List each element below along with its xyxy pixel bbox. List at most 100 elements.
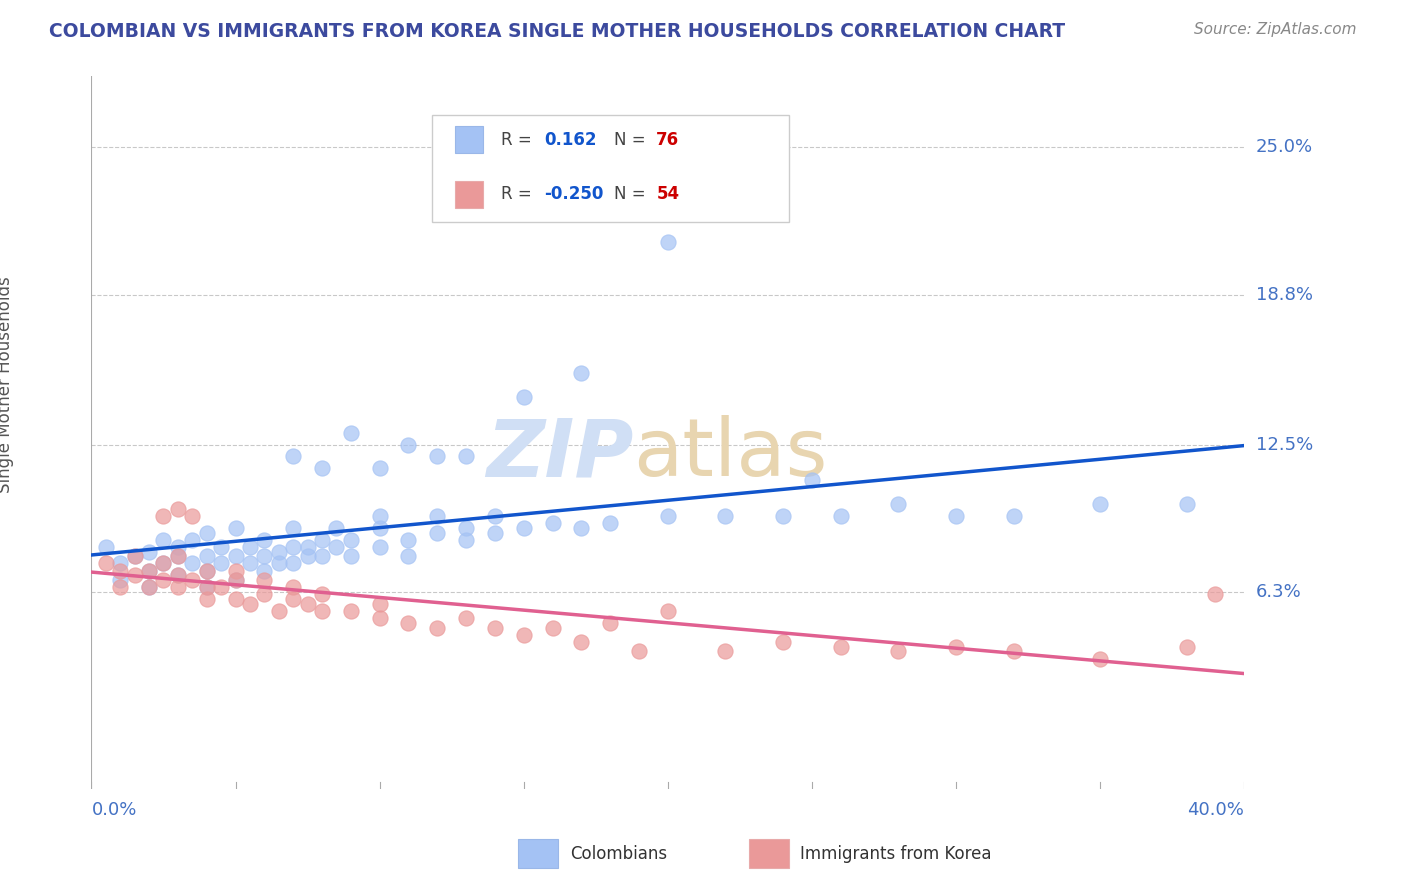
Point xyxy=(368,521,391,535)
Point xyxy=(281,540,305,554)
Point xyxy=(181,508,204,523)
Point xyxy=(253,533,276,547)
Point xyxy=(94,557,117,571)
FancyBboxPatch shape xyxy=(517,839,558,868)
Text: N =: N = xyxy=(613,130,651,148)
Point xyxy=(945,640,967,654)
Point xyxy=(571,635,593,649)
Point xyxy=(368,540,391,554)
Point xyxy=(209,540,232,554)
Point xyxy=(454,521,477,535)
Point xyxy=(110,580,132,594)
Point xyxy=(94,540,117,554)
Point xyxy=(195,564,218,578)
Point xyxy=(1175,640,1198,654)
Text: 54: 54 xyxy=(657,186,679,203)
Point xyxy=(1175,497,1198,511)
Point xyxy=(368,611,391,625)
Point xyxy=(887,644,910,658)
Text: R =: R = xyxy=(501,186,537,203)
Point xyxy=(225,549,247,564)
Point xyxy=(368,508,391,523)
Point xyxy=(281,557,305,571)
Point xyxy=(1002,508,1025,523)
Text: -0.250: -0.250 xyxy=(544,186,603,203)
FancyBboxPatch shape xyxy=(432,115,789,222)
Point xyxy=(426,508,449,523)
Text: Source: ZipAtlas.com: Source: ZipAtlas.com xyxy=(1194,22,1357,37)
Text: 0.0%: 0.0% xyxy=(91,801,136,820)
Point xyxy=(152,533,174,547)
Point xyxy=(138,564,160,578)
Point xyxy=(152,508,174,523)
Text: Colombians: Colombians xyxy=(569,845,666,863)
Point xyxy=(297,540,319,554)
Point xyxy=(281,521,305,535)
Text: 18.8%: 18.8% xyxy=(1256,285,1313,303)
Point xyxy=(297,597,319,611)
Point xyxy=(124,549,146,564)
Point xyxy=(340,604,363,618)
Point xyxy=(627,644,650,658)
Point xyxy=(138,580,160,594)
Point xyxy=(195,525,218,540)
Text: 40.0%: 40.0% xyxy=(1188,801,1244,820)
Text: 0.162: 0.162 xyxy=(544,130,598,148)
Point xyxy=(657,604,679,618)
Point xyxy=(340,549,363,564)
Point xyxy=(267,604,290,618)
Point xyxy=(657,508,679,523)
Text: Single Mother Households: Single Mother Households xyxy=(0,277,14,493)
Point xyxy=(830,508,852,523)
Point xyxy=(571,521,593,535)
Point xyxy=(541,621,564,635)
Point xyxy=(1088,497,1111,511)
Point xyxy=(426,525,449,540)
Point xyxy=(225,573,247,587)
Point xyxy=(1088,651,1111,665)
Point xyxy=(281,450,305,464)
Point xyxy=(772,635,794,649)
Point xyxy=(225,573,247,587)
Point xyxy=(772,508,794,523)
Point xyxy=(225,592,247,607)
Text: ZIP: ZIP xyxy=(486,415,633,493)
Point xyxy=(281,592,305,607)
Text: 76: 76 xyxy=(657,130,679,148)
Point xyxy=(311,549,333,564)
Point xyxy=(368,597,391,611)
Point xyxy=(396,549,419,564)
Point xyxy=(1204,587,1226,601)
Point xyxy=(657,235,679,250)
Text: 12.5%: 12.5% xyxy=(1256,435,1313,453)
Point xyxy=(138,544,160,558)
Point xyxy=(396,533,419,547)
Text: 25.0%: 25.0% xyxy=(1256,138,1313,156)
Point xyxy=(426,621,449,635)
Point xyxy=(325,540,347,554)
Point xyxy=(239,540,262,554)
Point xyxy=(239,597,262,611)
Point xyxy=(311,604,333,618)
Point xyxy=(253,587,276,601)
Point xyxy=(541,516,564,530)
Text: 6.3%: 6.3% xyxy=(1256,583,1302,601)
Point xyxy=(340,533,363,547)
Point xyxy=(513,390,536,404)
Point xyxy=(209,580,232,594)
Point xyxy=(484,621,506,635)
Point xyxy=(267,557,290,571)
Point xyxy=(239,557,262,571)
FancyBboxPatch shape xyxy=(454,181,484,208)
Point xyxy=(396,437,419,451)
Point xyxy=(110,557,132,571)
Point xyxy=(484,525,506,540)
Point xyxy=(195,580,218,594)
Text: N =: N = xyxy=(613,186,651,203)
Point xyxy=(1002,644,1025,658)
Point xyxy=(325,521,347,535)
Point xyxy=(181,557,204,571)
Point xyxy=(830,640,852,654)
Point xyxy=(225,521,247,535)
Point xyxy=(110,564,132,578)
